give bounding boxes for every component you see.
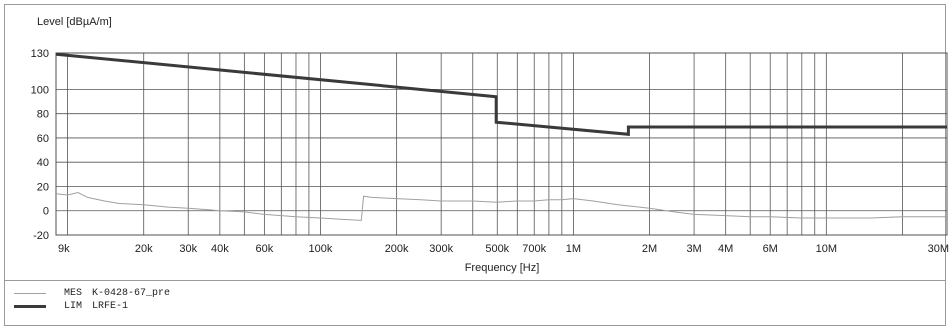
legend-series-label: LRFE-1	[92, 300, 129, 312]
x-tick-label: 700k	[522, 243, 546, 255]
x-tick-label: 30M	[928, 243, 949, 255]
x-tick-label: 6M	[763, 243, 778, 255]
x-tick-label: 200k	[385, 243, 409, 255]
y-tick-label: 20	[37, 181, 49, 193]
y-tick-label: 0	[43, 206, 49, 218]
x-tick-label: 500k	[485, 243, 509, 255]
x-axis-label: Frequency [Hz]	[465, 262, 540, 274]
series-line-lim	[56, 52, 947, 136]
x-tick-label: 60k	[256, 243, 274, 255]
legend-entry-lim: LIM LRFE-1	[14, 300, 128, 312]
legend-swatch	[14, 292, 46, 294]
legend-swatch	[14, 304, 46, 308]
x-tick-label: 40k	[211, 243, 229, 255]
x-tick-label: 30k	[179, 243, 197, 255]
chart-frame	[4, 4, 946, 326]
legend-series-name: MES	[63, 287, 82, 299]
tick-labels: -20 0 20 40 60 80 100 130 9k 20k 30k 40k 60k 100k 200k…	[31, 48, 949, 255]
series-line-mes	[56, 191, 947, 221]
y-tick-label: 60	[37, 133, 49, 145]
y-tick-label: 130	[31, 48, 49, 60]
legend-series-label: K-0428-67_pre	[92, 287, 171, 299]
plot-area	[55, 52, 948, 236]
x-tick-label: 20k	[135, 243, 153, 255]
legend-series-name: LIM	[63, 300, 82, 312]
x-tick-label: 1M	[566, 243, 581, 255]
chart-svg: -20 0 20 40 60 80 100 130 9k 20k 30k 40k 60k 100k 200k…	[31, 48, 949, 274]
series-layer	[56, 52, 947, 221]
y-tick-label: 80	[37, 109, 49, 121]
grid	[55, 52, 948, 236]
legend-entry-mes: MES K-0428-67_pre	[14, 287, 170, 299]
x-tick-label: 9k	[58, 243, 70, 255]
x-tick-label: 10M	[816, 243, 837, 255]
y-tick-label: 40	[37, 157, 49, 169]
x-tick-label: 300k	[429, 243, 453, 255]
x-tick-label: 3M	[686, 243, 701, 255]
x-tick-label: 4M	[718, 243, 733, 255]
x-tick-label: 2M	[642, 243, 657, 255]
x-tick-label: 100k	[309, 243, 333, 255]
legend-divider	[4, 280, 946, 281]
y-axis-label: Level [dBµA/m]	[37, 16, 112, 28]
y-tick-label: -20	[33, 230, 49, 242]
y-tick-label: 100	[31, 84, 49, 96]
